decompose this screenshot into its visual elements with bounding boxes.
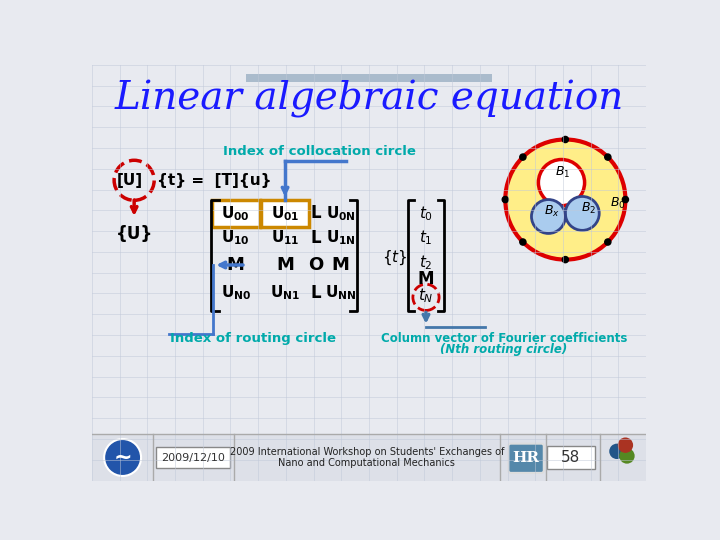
Text: M: M [276, 256, 294, 274]
Text: HR: HR [513, 451, 539, 465]
Circle shape [520, 239, 526, 245]
Text: $B_0$: $B_0$ [610, 196, 626, 211]
Circle shape [618, 437, 633, 453]
Text: ~: ~ [113, 448, 132, 468]
FancyBboxPatch shape [261, 200, 309, 226]
Bar [92, 434, 647, 481]
Text: $t_2$: $t_2$ [419, 253, 433, 272]
Text: {U}: {U} [115, 225, 153, 243]
Circle shape [562, 137, 568, 143]
Text: Linear algebraic equation: Linear algebraic equation [114, 80, 624, 118]
Text: Index of routing circle: Index of routing circle [171, 332, 336, 345]
Circle shape [503, 197, 508, 202]
Text: $t_N$: $t_N$ [418, 286, 433, 305]
Circle shape [605, 154, 611, 160]
Text: $\mathbf{U_{NN}}$: $\mathbf{U_{NN}}$ [325, 284, 356, 302]
Circle shape [619, 448, 634, 464]
Text: $t_0$: $t_0$ [419, 204, 433, 223]
Text: M: M [227, 256, 245, 274]
Circle shape [520, 154, 526, 160]
Text: $B_2$: $B_2$ [581, 201, 596, 217]
Text: $\mathbf{U_{0N}}$: $\mathbf{U_{0N}}$ [325, 204, 356, 223]
Text: 2009/12/10: 2009/12/10 [161, 453, 225, 462]
Circle shape [605, 239, 611, 245]
Text: $B_x$: $B_x$ [544, 204, 559, 219]
FancyBboxPatch shape [508, 444, 544, 473]
FancyBboxPatch shape [547, 446, 595, 469]
Circle shape [505, 139, 626, 260]
Text: (Nth routing circle): (Nth routing circle) [440, 343, 567, 356]
Text: L: L [310, 229, 321, 247]
Text: $\{t\}$: $\{t\}$ [382, 248, 407, 267]
Text: $t_1$: $t_1$ [419, 229, 433, 247]
Text: [U]: [U] [117, 173, 143, 188]
Text: {t} =  [T]{u}: {t} = [T]{u} [157, 173, 271, 188]
Text: $\mathbf{U_{01}}$: $\mathbf{U_{01}}$ [271, 204, 300, 223]
Text: $\mathbf{U_{N1}}$: $\mathbf{U_{N1}}$ [270, 284, 300, 302]
Text: 58: 58 [561, 450, 580, 465]
Text: M: M [418, 270, 434, 288]
Circle shape [562, 256, 568, 262]
Text: $\mathbf{U_{N0}}$: $\mathbf{U_{N0}}$ [220, 284, 251, 302]
Circle shape [539, 159, 585, 206]
Text: M: M [332, 256, 349, 274]
FancyBboxPatch shape [156, 447, 230, 468]
FancyBboxPatch shape [212, 200, 260, 226]
Text: Column vector of Fourier coefficients: Column vector of Fourier coefficients [381, 332, 627, 345]
Text: L: L [310, 284, 321, 302]
Text: $\mathbf{U_{00}}$: $\mathbf{U_{00}}$ [221, 204, 251, 223]
Circle shape [622, 197, 629, 202]
Circle shape [609, 444, 625, 459]
Circle shape [104, 439, 141, 476]
Text: Index of collocation circle: Index of collocation circle [222, 145, 415, 158]
Text: O: O [308, 256, 323, 274]
Text: L: L [310, 205, 321, 222]
Text: $\mathbf{U_{10}}$: $\mathbf{U_{10}}$ [221, 229, 251, 247]
Circle shape [565, 197, 599, 231]
Text: $B_1$: $B_1$ [555, 165, 571, 180]
Bar [246, 74, 492, 82]
Circle shape [531, 200, 565, 233]
Text: 2009 International Workshop on Students' Exchanges of
Nano and Computational Mec: 2009 International Workshop on Students'… [230, 447, 504, 468]
Text: $\mathbf{U_{11}}$: $\mathbf{U_{11}}$ [271, 229, 300, 247]
Text: $\mathbf{U_{1N}}$: $\mathbf{U_{1N}}$ [325, 229, 356, 247]
